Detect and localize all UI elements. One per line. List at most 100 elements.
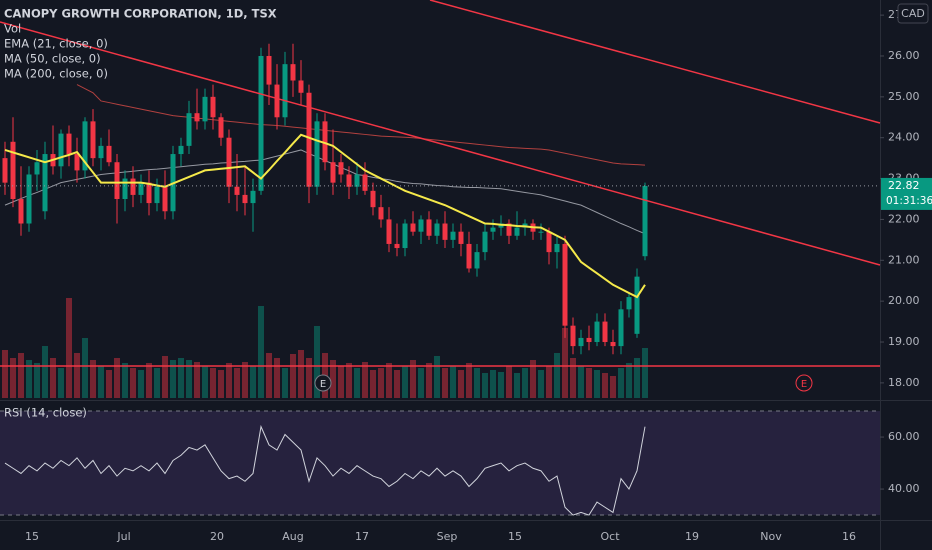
price-label-box [881,177,932,210]
candle-body [554,243,560,253]
volume-bar [26,360,32,398]
candle-body [330,162,336,183]
volume-bar [250,366,256,398]
volume-bar [386,363,392,398]
volume-bar [10,358,16,398]
candle-body [402,223,408,249]
volume-bar [42,346,48,398]
candle-body [514,227,520,236]
y-tick-label: 60.00 [888,430,920,443]
volume-bar [258,306,264,398]
volume-bar [58,368,64,398]
earnings-marker [314,374,332,392]
candle-body [474,252,480,269]
volume-bar [586,368,592,398]
volume-bar [474,368,480,398]
candle-body [346,174,352,187]
candle-body [162,186,168,212]
y-tick-label: 25.00 [888,90,920,103]
candle-body [138,182,144,195]
volume-bar [626,363,632,398]
volume-bar [106,370,112,398]
candle-body [426,219,432,236]
candle-body [218,117,224,138]
x-tick-label: 16 [842,530,856,543]
x-tick-label: Aug [282,530,303,543]
candle-body [354,174,360,187]
volume-bar [2,350,8,398]
volume-bar [50,358,56,398]
candle-body [442,223,448,240]
candle-body [634,276,640,334]
candle-body [538,231,544,233]
candle-body [26,174,32,224]
volume-bar [18,353,24,398]
rsi-line [4,424,646,516]
volume-bar [202,366,208,398]
volume-bar [154,368,160,398]
candle-body [450,231,456,240]
chart-title: CANOPY GROWTH CORPORATION, 1D, TSX [4,7,277,21]
earnings-label: E [801,379,807,390]
volume-bar [210,368,216,398]
y-tick-label: 24.00 [888,131,920,144]
candle-body [482,231,488,253]
candle-body [410,223,416,232]
volume-bar [402,366,408,398]
volume-bar [618,368,624,398]
volume-bar [66,298,72,398]
candle-body [242,194,248,204]
candle-body [602,321,608,343]
candle-body [130,178,136,195]
volume-bar [610,376,616,398]
overlay: 22.82 01:31:36 CAD E E 15 Jul 20 Aug 17 Sep 15 Oct 19… [0,3,932,543]
x-tick-label: 15 [25,530,39,543]
candle-body [594,321,600,343]
candle-body [458,231,464,244]
volume-bar [578,366,584,398]
candle-body [98,145,104,159]
candle-body [202,96,208,122]
legend-entry: Vol [4,22,21,36]
volume-bar [114,358,120,398]
candle-body [370,190,376,208]
countdown: 01:31:36 [886,195,932,207]
candle-body [34,162,40,175]
trend-line [429,0,881,124]
volume-bar [162,356,168,398]
candle-body [74,154,80,171]
volume-bar [362,362,368,398]
candle-body [290,64,296,81]
candle-body [258,55,264,191]
volume-bar [506,366,512,398]
candle-body [42,154,48,212]
drawings [0,0,881,367]
candle-body [490,227,496,232]
volume-bar [410,360,416,398]
volume-bar [394,370,400,398]
x-tick-label: Nov [760,530,782,543]
candle-body [18,199,24,224]
candle-body [322,121,328,163]
legend-entry: MA (200, close, 0) [4,67,108,81]
volume-bar [554,353,560,398]
volume-bar [34,363,40,398]
x-tick-label: 15 [508,530,522,543]
candle-body [146,182,152,204]
currency-button [897,3,929,24]
candle-body [418,219,424,232]
candle-body [266,55,272,85]
candle-body [378,207,384,220]
candle-body [298,80,304,93]
volume-bar [330,360,336,398]
candle-body [362,174,368,191]
volume-bar [490,370,496,398]
volume-bar [642,348,648,398]
volume-bar [370,370,376,398]
x-tick-label: Jul [116,530,130,543]
volume-bar [530,360,536,398]
legend-entry: EMA (21, close, 0) [4,37,108,51]
candle-body [578,337,584,347]
volume-bar [602,373,608,398]
